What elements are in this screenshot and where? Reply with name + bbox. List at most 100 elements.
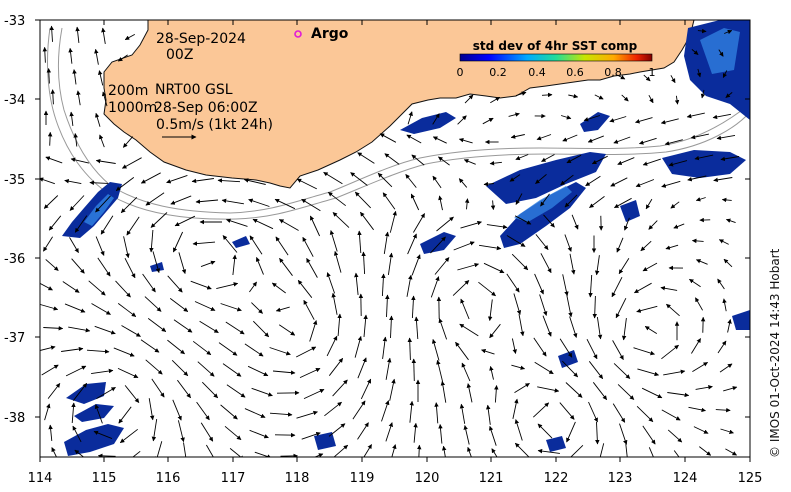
current-arrow: [619, 423, 628, 445]
current-arrow: [140, 172, 161, 184]
colorbar-title: std dev of 4hr SST comp: [473, 39, 638, 53]
current-arrow: [483, 262, 505, 274]
current-arrow: [642, 158, 661, 166]
current-arrow: [464, 198, 470, 210]
current-arrow: [333, 250, 342, 273]
current-arrow: [438, 195, 443, 211]
current-arrow: [95, 158, 116, 164]
lat-tick-label: -35: [4, 173, 25, 188]
current-arrow: [337, 313, 342, 337]
current-arrow: [297, 279, 313, 298]
current-arrow: [389, 315, 394, 339]
current-arrow: [559, 338, 573, 358]
current-arrow: [463, 159, 476, 165]
current-arrow: [725, 92, 733, 98]
current-arrow: [515, 91, 527, 97]
lat-tick-label: -36: [4, 252, 25, 267]
product-label: NRT00 GSL: [155, 82, 233, 98]
sst-patch: [400, 112, 456, 134]
current-arrow: [625, 444, 628, 457]
lat-tick-label: -34: [4, 93, 25, 108]
current-arrow: [636, 305, 658, 313]
current-arrow: [122, 157, 142, 169]
current-arrow: [432, 113, 440, 125]
current-arrow: [65, 365, 87, 377]
current-arrow: [697, 28, 707, 34]
current-arrow: [178, 252, 187, 275]
colorbar: [459, 53, 653, 62]
current-arrow: [635, 179, 655, 188]
current-arrow: [252, 320, 270, 338]
current-arrow: [411, 358, 417, 382]
current-arrow: [243, 178, 266, 185]
current-arrow: [513, 293, 522, 315]
current-arrow: [478, 281, 496, 297]
current-arrow: [506, 273, 520, 293]
colorbar-tick-label: 0.4: [528, 66, 546, 79]
current-arrow: [617, 157, 635, 165]
sst-patch: [732, 310, 750, 330]
current-arrow: [123, 236, 130, 259]
current-arrow: [389, 378, 396, 401]
current-arrow: [691, 338, 701, 354]
current-arrow: [142, 273, 156, 293]
current-arrow: [436, 359, 444, 382]
current-arrow: [687, 175, 707, 182]
current-arrow: [537, 423, 553, 439]
current-arrow: [621, 94, 629, 102]
credit-label: © IMOS 01-Oct-2024 14:43 Hobart: [768, 249, 782, 472]
current-arrow: [430, 276, 440, 298]
sst-patch: [74, 404, 114, 422]
current-arrow: [360, 378, 372, 400]
current-arrow: [458, 178, 468, 188]
current-arrow: [491, 448, 498, 457]
current-arrow: [591, 155, 608, 165]
current-arrow: [121, 325, 141, 337]
current-arrow: [101, 91, 108, 107]
current-arrow: [452, 280, 470, 296]
current-arrow: [69, 237, 79, 253]
current-arrow: [145, 192, 165, 206]
current-arrow: [621, 318, 627, 341]
current-arrow: [94, 404, 103, 424]
current-arrow: [533, 337, 547, 357]
current-arrow: [45, 156, 63, 164]
current-arrow: [645, 198, 653, 210]
current-arrow: [384, 153, 400, 165]
current-arrow: [385, 357, 392, 380]
current-arrow: [481, 349, 495, 355]
current-arrow: [509, 174, 521, 182]
current-arrow: [667, 429, 683, 443]
current-arrow: [48, 424, 53, 441]
current-arrow: [638, 137, 657, 145]
current-arrow: [718, 239, 729, 245]
current-arrow: [385, 294, 390, 318]
current-arrow: [514, 419, 523, 441]
current-arrow: [170, 195, 192, 205]
current-arrow: [329, 230, 338, 252]
current-arrow: [313, 453, 324, 457]
current-arrow: [616, 237, 624, 253]
current-arrow: [64, 178, 82, 185]
current-arrow: [144, 296, 162, 312]
current-arrow: [382, 336, 388, 359]
current-arrow: [691, 49, 699, 55]
current-arrow: [690, 133, 709, 140]
current-arrow: [132, 450, 141, 457]
current-arrow: [689, 278, 701, 288]
current-arrow: [663, 369, 686, 376]
current-arrow: [691, 238, 704, 244]
lon-tick-label: 118: [285, 471, 310, 486]
current-arrow: [150, 212, 168, 228]
current-arrow: [331, 292, 338, 315]
current-arrow: [124, 257, 136, 279]
current-arrow: [599, 443, 605, 457]
current-arrow: [226, 384, 246, 398]
current-arrow: [172, 399, 182, 421]
current-arrow: [693, 426, 709, 434]
current-arrow: [660, 118, 679, 125]
current-arrow: [115, 177, 135, 191]
current-arrow: [44, 403, 51, 421]
current-arrow: [166, 174, 188, 184]
